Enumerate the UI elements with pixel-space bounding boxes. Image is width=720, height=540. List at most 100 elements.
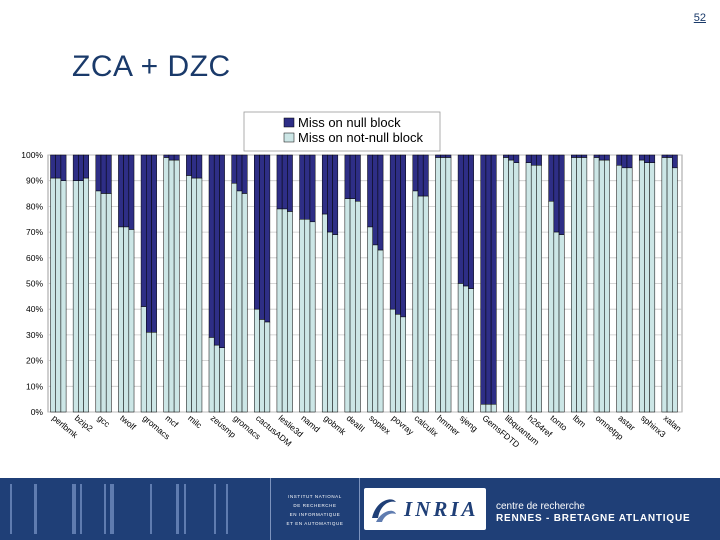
bar-null-block [304,154,311,220]
bar-null-block [254,154,260,310]
bar-null-block [400,154,406,318]
bar-not-null-block [55,177,62,413]
stacked-bar-chart: 0%10%20%30%40%50%60%70%80%90%100%perlbmk… [21,111,684,450]
bar-null-block [422,154,429,197]
bar-not-null-block [355,201,361,413]
bar-null-block [168,154,175,161]
bar-not-null-block [445,157,452,413]
footer-stripe [104,484,106,534]
legend-swatch [283,132,295,143]
x-category-label: milc [186,413,205,431]
bar-not-null-block [264,321,271,413]
bar-not-null-block [72,180,79,413]
bar-not-null-block [60,180,67,413]
bar-null-block [287,154,293,212]
y-tick-label: 50% [26,279,43,289]
bar-null-block [367,154,373,228]
bar-not-null-block [395,314,401,413]
bar-null-block [412,154,419,192]
bar-null-block [236,154,243,192]
bar-null-block [576,154,582,158]
bar-not-null-block [100,193,107,413]
bar-not-null-block [344,198,351,413]
bar-not-null-block [123,226,130,413]
footer-stripe [80,484,82,534]
bar-null-block [281,154,288,210]
footer-stripe [10,484,12,534]
bar-not-null-block [661,157,668,413]
bar-null-block [140,154,147,307]
bar-not-null-block [321,213,328,413]
bar-null-block [621,154,628,169]
bar-not-null-block [78,180,84,413]
bar-not-null-block [140,306,147,413]
bar-null-block [219,154,225,348]
bar-not-null-block [666,157,673,413]
bar-not-null-block [241,193,248,413]
bar-not-null-block [95,190,102,413]
bar-null-block [78,154,84,181]
bar-null-block [151,154,157,333]
bar-not-null-block [128,229,135,413]
bar-null-block [457,154,464,284]
bar-not-null-block [276,208,283,413]
inria-swirl-icon [372,499,396,522]
inria-logo: INRIA [364,488,486,530]
centre-name: RENNES - BRETAGNE ATLANTIQUE [496,513,691,524]
bar-not-null-block [236,190,243,413]
bar-not-null-block [530,165,537,413]
bar-not-null-block [649,162,656,413]
bar-not-null-block [299,219,306,413]
y-tick-label: 10% [26,381,43,391]
bar-not-null-block [118,226,124,413]
bar-not-null-block [304,219,311,413]
bar-null-block [128,154,135,230]
bar-null-block [241,154,248,194]
bar-not-null-block [173,159,180,413]
bar-null-block [259,154,265,320]
bar-not-null-block [576,157,582,413]
footer-stripe [34,484,37,534]
bar-null-block [525,154,532,163]
y-tick-label: 80% [26,201,43,211]
bar-null-block [264,154,271,323]
x-category-label: gobmk [322,413,349,438]
institute-line: EN INFORMATIQUE [289,512,341,517]
bar-not-null-block [367,226,373,413]
bar-null-block [666,154,673,158]
bar-not-null-block [332,234,339,413]
x-category-label: dealII [345,413,367,434]
bar-not-null-block [259,319,265,413]
bar-not-null-block [105,193,112,413]
bar-null-block [485,154,492,405]
bar-not-null-block [168,159,175,413]
bar-not-null-block [146,332,152,413]
bar-null-block [644,154,650,163]
bar-not-null-block [186,175,192,413]
x-category-label: twolf [118,413,138,432]
bar-null-block [327,154,333,233]
bar-not-null-block [191,177,198,413]
footer-stripe [184,484,186,534]
bar-null-block [513,154,520,163]
bar-null-block [616,154,623,166]
bar-not-null-block [417,195,424,413]
bar-not-null-block [548,201,555,413]
bar-not-null-block [463,285,469,413]
bar-null-block [649,154,656,163]
bar-not-null-block [163,157,170,413]
bar-not-null-block [50,177,56,413]
bar-null-block [395,154,401,315]
bar-not-null-block [604,159,610,413]
institute-line: INSTITUT NATIONAL [288,494,342,499]
logo-text: INRIA [404,497,479,521]
bar-not-null-block [513,162,520,413]
bar-not-null-block [372,244,379,413]
bar-null-block [480,154,487,405]
bar-not-null-block [571,157,577,413]
bar-null-block [208,154,215,338]
bar-null-block [60,154,67,181]
bar-not-null-block [480,404,487,413]
bar-null-block [332,154,339,235]
bar-null-block [372,154,379,246]
